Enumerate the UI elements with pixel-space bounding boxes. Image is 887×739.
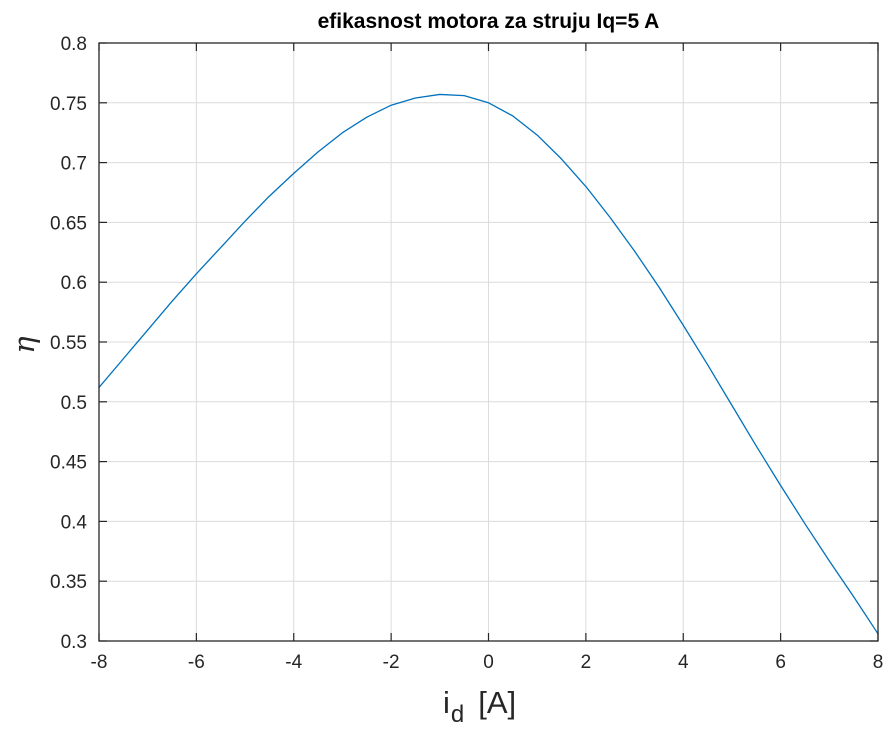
x-tick-label: -2 <box>383 652 400 673</box>
series-line-1 <box>98 93 879 635</box>
y-axis-label: η <box>7 336 41 354</box>
y-tick-label: 0.35 <box>50 572 87 593</box>
x-tick-label: 6 <box>775 652 786 673</box>
y-tick-label: 0.6 <box>61 273 87 294</box>
ticks <box>98 42 879 642</box>
x-axis-label-main: i <box>443 685 450 720</box>
y-tick-label: 0.75 <box>50 94 87 115</box>
y-tick-label: 0.8 <box>61 34 87 55</box>
series-layer <box>98 93 879 635</box>
y-tick-label: 0.4 <box>61 512 88 533</box>
x-tick-label: 8 <box>873 652 884 673</box>
x-tick-label: 4 <box>678 652 689 673</box>
tick-labels: -8 -6 -4 -2 0 2 4 6 8 0.3 0.35 0.4 0.45 0.5 0.55 0.6 0.6… <box>50 34 883 673</box>
y-tick-label: 0.45 <box>50 453 87 474</box>
y-tick-label: 0.7 <box>61 154 87 175</box>
y-tick-label: 0.55 <box>50 333 87 354</box>
x-axis-label-unit: [A] <box>478 685 516 720</box>
x-tick-label: 0 <box>483 652 494 673</box>
x-tick-label: -6 <box>188 652 205 673</box>
y-tick-label: 0.65 <box>50 213 87 234</box>
x-axis-label-subscript: d <box>451 701 464 728</box>
x-axis-label: id [A] <box>443 685 516 728</box>
y-tick-label: 0.3 <box>61 632 87 653</box>
x-tick-label: 2 <box>581 652 592 673</box>
x-tick-label: -4 <box>285 652 302 673</box>
chart-title: efikasnost motora za struju Iq=5 A <box>318 10 660 33</box>
y-tick-label: 0.5 <box>61 393 87 414</box>
x-tick-label: -8 <box>91 652 108 673</box>
